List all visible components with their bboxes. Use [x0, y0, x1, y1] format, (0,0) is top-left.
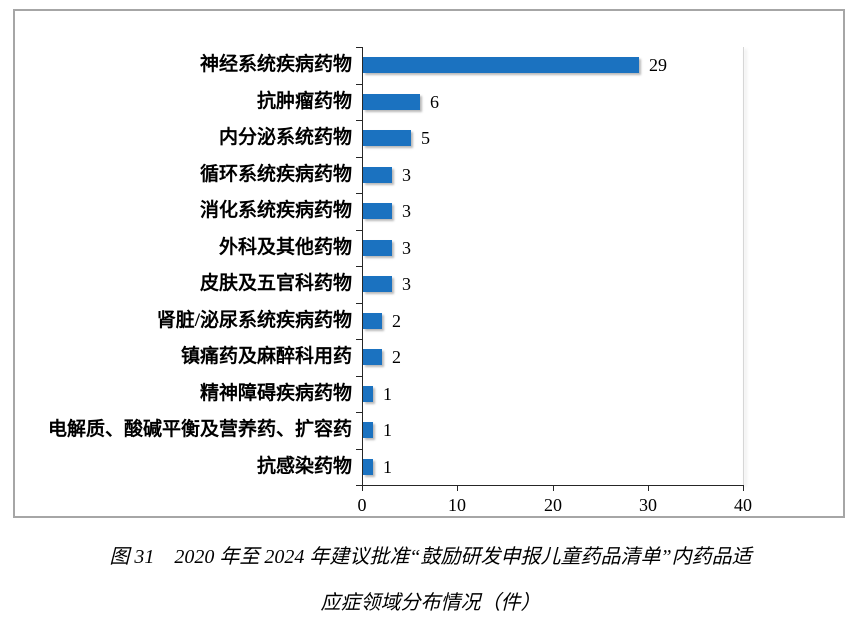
y-axis-tick	[356, 120, 362, 121]
category-label: 镇痛药及麻醉科用药	[180, 346, 352, 367]
x-axis-tick	[553, 485, 554, 491]
caption-line-1: 图 31 2020 年至 2024 年建议批准“鼓励研发申报儿童药品清单”内药品…	[109, 546, 752, 568]
y-axis-tick	[356, 230, 362, 231]
bar	[363, 349, 382, 365]
bar	[363, 276, 392, 292]
figure-caption: 图 31 2020 年至 2024 年建议批准“鼓励研发申报儿童药品清单”内药品…	[0, 534, 861, 626]
y-axis-line	[362, 47, 363, 486]
x-axis-tick-label: 30	[639, 495, 657, 515]
y-axis-tick	[356, 449, 362, 450]
caption-line-2: 应症领域分布情况（件）	[320, 592, 541, 614]
bar-value-label: 6	[430, 92, 439, 112]
plot-right-border	[743, 47, 744, 485]
y-axis-tick	[356, 303, 362, 304]
bar	[363, 203, 392, 219]
bar-value-label: 1	[383, 457, 392, 477]
category-label: 外科及其他药物	[218, 237, 352, 258]
bar	[363, 240, 392, 256]
category-label: 循环系统疾病药物	[199, 164, 352, 185]
category-label: 内分泌系统药物	[218, 127, 352, 148]
y-axis-tick	[356, 157, 362, 158]
y-axis-tick	[356, 485, 362, 486]
bar-value-label: 2	[392, 311, 401, 331]
category-label: 抗肿瘤药物	[256, 91, 352, 112]
bar-value-label: 29	[649, 55, 667, 75]
bar-value-label: 2	[392, 347, 401, 367]
x-axis-tick	[648, 485, 649, 491]
y-axis-tick	[356, 193, 362, 194]
bar	[363, 94, 420, 110]
bar	[363, 422, 373, 438]
bar	[363, 313, 382, 329]
x-axis-tick-label: 20	[544, 495, 562, 515]
category-label: 神经系统疾病药物	[199, 54, 352, 75]
bar	[363, 386, 373, 402]
x-axis-tick-label: 10	[448, 495, 466, 515]
x-axis-tick-label: 40	[734, 495, 752, 515]
bar-value-label: 1	[383, 384, 392, 404]
category-label: 电解质、酸碱平衡及营养药、扩容药	[47, 419, 352, 440]
y-axis-tick	[356, 266, 362, 267]
bar	[363, 167, 392, 183]
bar-value-label: 3	[402, 165, 411, 185]
category-label: 皮肤及五官科药物	[199, 273, 352, 294]
category-label: 抗感染药物	[256, 456, 352, 477]
bar-value-label: 1	[383, 420, 392, 440]
y-axis-tick	[356, 339, 362, 340]
category-label: 精神障碍疾病药物	[199, 383, 352, 404]
x-axis-tick	[743, 485, 744, 491]
category-label: 肾脏/泌尿系统疾病药物	[156, 310, 352, 331]
x-axis-tick-label: 0	[357, 495, 367, 515]
bar-value-label: 3	[402, 238, 411, 258]
y-axis-tick	[356, 376, 362, 377]
bar-value-label: 5	[421, 128, 430, 148]
y-axis-tick	[356, 47, 362, 48]
bar	[363, 459, 373, 475]
bar	[363, 130, 411, 146]
y-axis-tick	[356, 84, 362, 85]
category-label: 消化系统疾病药物	[199, 200, 352, 221]
x-axis-tick	[362, 485, 363, 491]
bar-value-label: 3	[402, 274, 411, 294]
y-axis-tick	[356, 412, 362, 413]
bar-value-label: 3	[402, 201, 411, 221]
x-axis-tick	[457, 485, 458, 491]
bar	[363, 57, 639, 73]
chart-frame: 神经系统疾病药物 29 抗肿瘤药物 6 内分泌系统药物 5 循环系统疾病药物 3 消化系统疾病药…	[13, 9, 845, 518]
